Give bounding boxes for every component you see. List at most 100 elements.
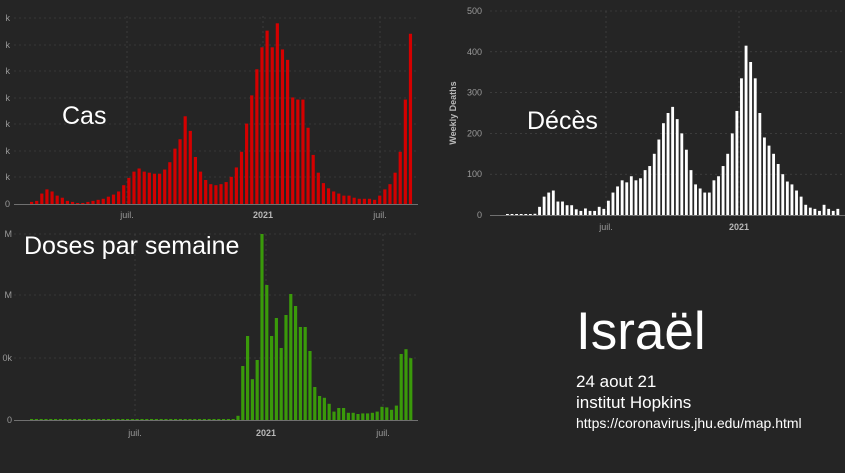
bar (758, 113, 762, 215)
bar (150, 419, 154, 420)
bar (740, 78, 743, 215)
y-tick-label: M (5, 290, 13, 300)
bar (54, 419, 58, 420)
bar (209, 184, 213, 204)
bar (565, 205, 569, 215)
bar (212, 419, 216, 420)
doses-label: Doses par semaine (24, 232, 240, 260)
bar (342, 195, 346, 204)
bar (347, 195, 351, 204)
bar (385, 407, 389, 420)
bar (65, 200, 70, 204)
bar (164, 419, 168, 420)
bar (45, 189, 49, 204)
y-tick-label: 0k (2, 353, 12, 363)
bar (96, 199, 100, 204)
bar (246, 336, 250, 420)
bar (280, 49, 285, 204)
bar (342, 408, 346, 420)
bar (70, 201, 75, 204)
bar (198, 419, 202, 420)
bar (219, 184, 223, 204)
bar (366, 413, 370, 420)
y-axis-label: Weekly Deaths (448, 81, 458, 144)
bar (193, 157, 198, 204)
bar (193, 419, 197, 420)
y-tick-label: k (6, 93, 11, 103)
bar (214, 185, 218, 204)
bar (101, 198, 105, 204)
bar (351, 412, 355, 420)
y-tick-label: 200 (467, 128, 482, 138)
bar (753, 78, 757, 215)
bar (393, 172, 397, 204)
y-tick-label: 0 (7, 415, 12, 425)
bar (327, 403, 331, 420)
bar (332, 411, 336, 420)
bar (289, 294, 293, 420)
bar (375, 411, 379, 420)
bar (229, 176, 233, 204)
bar (818, 210, 821, 215)
bar (111, 419, 115, 420)
bar (749, 62, 753, 215)
bar (313, 387, 317, 420)
bar (188, 130, 192, 204)
bar (58, 419, 62, 420)
bar (808, 207, 812, 215)
bar (799, 196, 803, 215)
bar (593, 210, 597, 215)
bar (639, 178, 642, 215)
bar (152, 173, 157, 204)
bar (40, 193, 44, 204)
bar (316, 172, 320, 204)
bar (795, 190, 798, 215)
bar (73, 419, 77, 420)
bar (519, 214, 523, 215)
source-url: https://coronavirus.jhu.edu/map.html (576, 415, 802, 431)
bar (30, 201, 34, 204)
bar (106, 419, 110, 420)
bar (542, 196, 546, 215)
bar (296, 99, 300, 204)
bar (831, 210, 835, 215)
bar (776, 164, 780, 215)
bar (409, 358, 413, 420)
bar (284, 315, 288, 420)
y-tick-label: 0 (477, 210, 482, 220)
bar (657, 139, 661, 215)
deaths-chart: 0 100 200 300 400 500 Weekly Deaths juil. 2021 (448, 6, 845, 232)
bar (97, 419, 101, 420)
bar (82, 419, 86, 420)
bar (245, 123, 249, 204)
bar (781, 174, 785, 215)
bar (744, 45, 748, 216)
bar (127, 177, 131, 204)
bar (506, 214, 509, 215)
bar (712, 180, 716, 215)
x-tick-label: 2021 (729, 222, 749, 232)
bar (836, 208, 840, 215)
bar (684, 149, 688, 215)
bar (270, 336, 274, 420)
bar (145, 419, 149, 420)
y-tick-label: k (6, 172, 11, 182)
bar (707, 192, 711, 215)
bar (178, 139, 182, 204)
bar (173, 148, 177, 204)
bar (102, 419, 106, 420)
bar (643, 170, 647, 215)
bar (721, 166, 725, 215)
bar (137, 168, 141, 204)
bar (827, 208, 831, 215)
bar (106, 196, 110, 204)
bar (81, 202, 85, 204)
bar (813, 208, 817, 215)
bar (222, 419, 226, 420)
bar (311, 154, 315, 204)
bar (767, 145, 771, 215)
x-tick-label: juil. (372, 210, 387, 220)
bar (147, 172, 151, 204)
y-tick-label: k (6, 66, 11, 76)
